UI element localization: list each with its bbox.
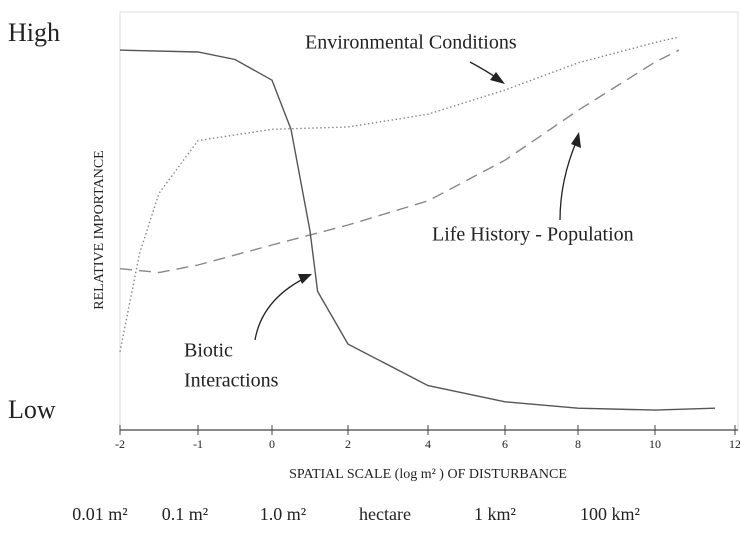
arrowhead	[298, 274, 312, 284]
scale-label: 0.01 m²	[72, 504, 127, 524]
series-label: Life History - Population	[432, 224, 634, 246]
x-tick-label: 4	[425, 437, 431, 451]
series-line	[119, 49, 716, 411]
scale-label: 0.1 m²	[162, 504, 208, 524]
scale-label: 1 km²	[474, 504, 516, 524]
arrows	[254, 61, 578, 341]
series-label: Biotic	[184, 340, 233, 362]
arrowhead	[490, 72, 505, 84]
plot-frame	[119, 11, 739, 431]
series-label: Environmental Conditions	[305, 32, 517, 54]
x-tick-label: 12	[729, 437, 740, 451]
y-low-label: Low	[8, 395, 56, 424]
scale-label: hectare	[359, 504, 411, 524]
series-label: Interactions	[184, 370, 279, 392]
series-line	[119, 36, 680, 352]
x-tick-label: -2	[115, 437, 125, 451]
x-tick-label: 2	[345, 437, 351, 451]
x-axis-label: SPATIAL SCALE (log m² ) OF DISTURBANCE	[289, 467, 567, 482]
arrow	[559, 139, 578, 221]
scale-label: 1.0 m²	[260, 504, 306, 524]
arrowhead	[571, 132, 581, 148]
scale-label: 100 km²	[580, 504, 640, 524]
x-tick-label: 8	[575, 437, 581, 451]
y-axis-label: RELATIVE IMPORTANCE	[92, 150, 107, 309]
series-line	[119, 49, 680, 274]
x-tick-label: 0	[269, 437, 275, 451]
x-tick-label: 6	[502, 437, 508, 451]
arrow	[254, 277, 306, 341]
arrowheads	[298, 72, 581, 284]
x-tick-label: -1	[193, 437, 203, 451]
y-high-label: High	[8, 18, 60, 47]
x-tick-label: 10	[649, 437, 661, 451]
